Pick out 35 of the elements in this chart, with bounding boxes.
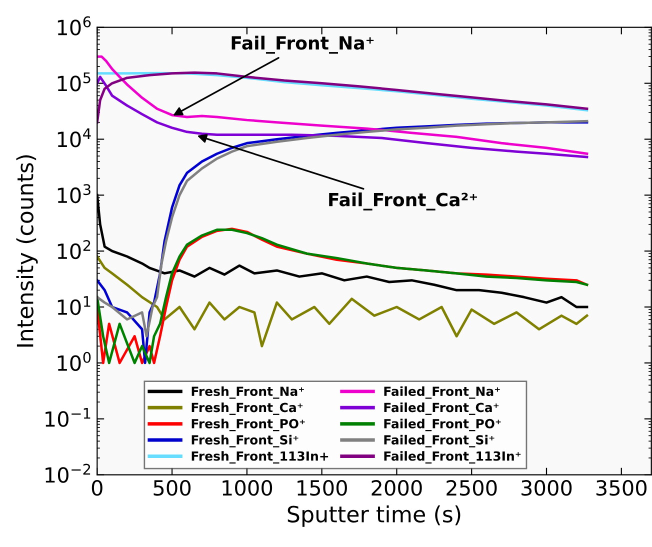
legend-label: Fresh_Front_Na⁺ (192, 386, 304, 399)
x-tick-label: 500 (154, 480, 191, 496)
line-series (97, 76, 588, 158)
x-tick-label: 1500 (298, 480, 347, 496)
y-tick-label: 10$^{5}$ (58, 72, 90, 92)
x-tick-label: 1000 (222, 480, 272, 496)
y-tick-label: 10$^{1}$ (58, 296, 90, 316)
legend-label: Failed_Front_Na⁺ (384, 386, 500, 399)
y-tick-label: 10$^{−1}$ (46, 408, 90, 427)
line-series (97, 55, 588, 155)
legend-label: Failed_Front_Si⁺ (384, 434, 494, 448)
legend-label: Fresh_Front_113In+ (192, 451, 328, 464)
y-tick-label: 10$^{6}$ (58, 16, 91, 36)
legend-label: Fresh_Front_PO⁺ (192, 418, 305, 432)
y-tick-label: 10$^{3}$ (58, 184, 90, 204)
legend-label: Failed_Front_PO⁺ (384, 418, 501, 432)
annotation: Fail_Front_Na⁺ (232, 36, 374, 54)
x-tick-label: 3500 (596, 480, 647, 496)
y-axis-title: Intensity (counts) (16, 155, 38, 347)
line-series (97, 71, 588, 124)
y-tick-label: 10$^{2}$ (58, 240, 90, 260)
legend-label: Fresh_Front_Ca⁺ (192, 402, 303, 415)
legend-label: Fresh_Front_Si⁺ (192, 434, 298, 448)
y-tick-label: 10$^{−2}$ (46, 464, 90, 483)
y-tick-label: 10$^{0}$ (58, 352, 91, 371)
x-tick-label: 3000 (522, 480, 572, 496)
annotation: Fail_Front_Ca²⁺ (329, 192, 478, 210)
line-series (97, 255, 588, 348)
x-tick-label: 2000 (372, 480, 422, 496)
x-tick-label: 2500 (446, 480, 497, 496)
x-tick-label: 0 (92, 480, 102, 496)
y-tick-label: 10$^{4}$ (58, 128, 91, 148)
x-axis-title: Sputter time (s) (288, 505, 460, 527)
legend-label: Failed_Front_113In⁺ (384, 451, 521, 464)
legend-label: Failed_Front_Ca⁺ (384, 402, 499, 415)
